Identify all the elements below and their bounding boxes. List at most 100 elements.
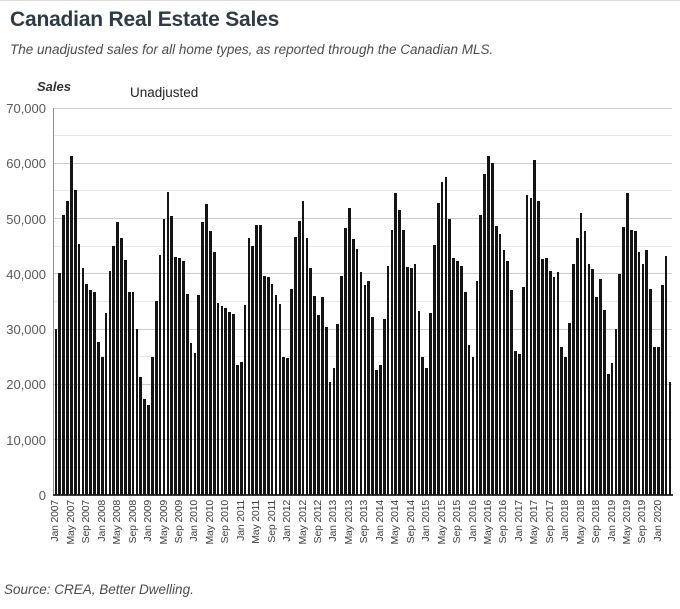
y-axis-tick-label: 20,000	[6, 377, 46, 393]
source-note: Source: CREA, Better Dwelling.	[4, 582, 194, 597]
x-axis-tick-label: Jan 2013	[327, 500, 340, 542]
x-axis-tick-label: Jan 2010	[188, 500, 201, 542]
bar	[622, 226, 625, 495]
bar	[158, 254, 162, 495]
bar	[510, 289, 513, 495]
major-gridline	[53, 162, 672, 164]
bar	[599, 278, 602, 495]
bar	[614, 329, 618, 495]
bar	[618, 273, 622, 495]
bar	[301, 201, 305, 495]
bar	[521, 286, 525, 495]
legend-swatch	[96, 87, 122, 100]
bar	[490, 162, 494, 495]
x-axis-tick-label: Jan 2008	[95, 500, 108, 542]
y-axis-tick-label: 70,000	[6, 101, 46, 116]
bar	[541, 259, 544, 495]
bar	[216, 302, 220, 495]
bar	[243, 304, 247, 495]
bar	[382, 318, 386, 495]
bar	[147, 405, 150, 495]
bar	[112, 246, 116, 495]
bar	[375, 369, 378, 495]
bar	[62, 215, 65, 495]
bar	[293, 236, 297, 495]
bar	[181, 261, 185, 495]
x-axis-tick-label: May 2008	[111, 500, 124, 545]
x-axis-tick-label: May 2019	[621, 500, 633, 545]
bar	[367, 281, 371, 495]
bar	[409, 268, 413, 495]
x-axis-tick-label: Jan 2017	[512, 500, 525, 542]
x-axis-tick-label: Jan 2018	[559, 500, 572, 542]
bar	[228, 312, 231, 495]
bar	[630, 229, 633, 495]
bar	[440, 181, 444, 495]
x-axis-tick-label: Jan 2011	[234, 500, 247, 541]
minor-gridline	[53, 135, 672, 137]
bar	[595, 296, 598, 495]
legend-label: Unadjusted	[130, 85, 199, 100]
y-axis-tick-label: 10,000	[6, 432, 46, 448]
major-gridline	[53, 273, 672, 275]
x-axis-tick-label: May 2014	[389, 500, 402, 545]
bar	[421, 357, 425, 495]
bar	[270, 284, 274, 495]
bar	[344, 227, 347, 495]
x-axis-tick-label: Sep 2009	[172, 500, 185, 544]
x-axis-tick-label: May 2012	[296, 500, 309, 545]
bar	[224, 308, 228, 495]
bar	[518, 354, 521, 495]
bar	[170, 215, 174, 495]
x-axis-tick-label: Jan 2020	[651, 500, 664, 542]
bar	[348, 208, 351, 495]
y-axis-tick-label: 30,000	[6, 322, 46, 338]
bar	[297, 220, 301, 495]
bar	[514, 350, 517, 495]
minor-gridline	[53, 245, 672, 247]
bar	[610, 362, 614, 495]
bar	[641, 263, 645, 495]
bar	[460, 265, 463, 495]
bar	[487, 155, 490, 495]
bar	[236, 364, 239, 495]
bar	[475, 281, 479, 495]
bar	[545, 258, 548, 495]
bar	[583, 230, 587, 495]
x-axis-tick-label: Sep 2008	[126, 500, 139, 544]
bar	[653, 347, 656, 495]
bar	[568, 322, 571, 495]
bar	[463, 292, 467, 495]
bar	[247, 238, 251, 495]
x-axis-tick-label: Sep 2019	[636, 500, 649, 544]
bar	[417, 310, 421, 495]
bar	[394, 193, 398, 495]
x-axis-tick-label: May 2018	[574, 500, 587, 545]
bar	[371, 316, 374, 495]
bar	[560, 347, 564, 495]
x-axis-tick-label: May 2016	[481, 500, 494, 545]
bar	[127, 291, 131, 495]
bar	[529, 197, 533, 495]
x-axis-tick-label: Jan 2015	[420, 500, 433, 542]
bar	[575, 237, 579, 495]
bar	[321, 296, 324, 495]
y-axis-line	[53, 108, 54, 495]
bar	[436, 203, 440, 495]
bar	[143, 399, 147, 495]
y-axis-tick-label: 50,000	[6, 211, 46, 227]
bar	[579, 213, 583, 495]
bar	[548, 270, 552, 495]
minor-gridline	[53, 466, 672, 468]
y-axis-tick-label: 0	[38, 488, 46, 503]
bar	[324, 327, 328, 495]
x-axis-tick-label: Sep 2007	[80, 500, 93, 544]
bar	[572, 264, 575, 495]
bar	[58, 272, 62, 495]
bar	[278, 304, 282, 495]
bar	[494, 225, 498, 495]
bar	[251, 246, 255, 495]
x-axis-tick-label: Jan 2019	[605, 500, 618, 542]
bar	[108, 270, 112, 495]
